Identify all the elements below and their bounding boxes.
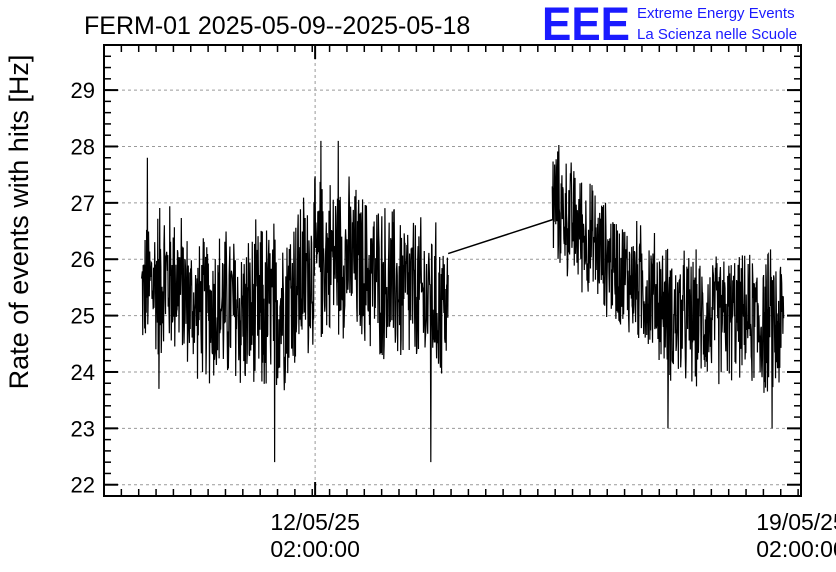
logo-line2: La Scienza nelle Scuole <box>637 26 797 43</box>
y-tick-label: 22 <box>71 473 95 498</box>
logo-letters: EEE <box>542 0 630 50</box>
x-tick-label-time: 02:00:00 <box>756 536 836 562</box>
y-tick-label: 24 <box>71 360 95 385</box>
y-tick-label: 25 <box>71 304 95 329</box>
y-tick-label: 26 <box>71 247 95 272</box>
series-trace <box>551 145 785 429</box>
eee-logo: EEE Extreme Energy Events La Scienza nel… <box>542 0 797 50</box>
x-tick-label-date: 19/05/25 <box>756 509 836 535</box>
logo-line1: Extreme Energy Events <box>637 5 795 22</box>
y-tick-label: 23 <box>71 416 95 441</box>
x-tick-label-date: 12/05/25 <box>270 509 360 535</box>
data-layer <box>141 140 785 463</box>
y-tick-label: 27 <box>71 191 95 216</box>
y-tick-label: 28 <box>71 134 95 159</box>
y-tick-label: 29 <box>71 78 95 103</box>
chart-title: FERM-01 2025-05-09--2025-05-18 <box>84 12 470 40</box>
y-axis-label: Rate of events with hits [Hz] <box>4 55 34 390</box>
x-tick-label-time: 02:00:00 <box>270 536 360 562</box>
gap-connector-line <box>447 219 553 255</box>
series-trace <box>141 140 449 463</box>
axes: 222324252627282912/05/2502:00:0019/05/25… <box>71 44 836 562</box>
